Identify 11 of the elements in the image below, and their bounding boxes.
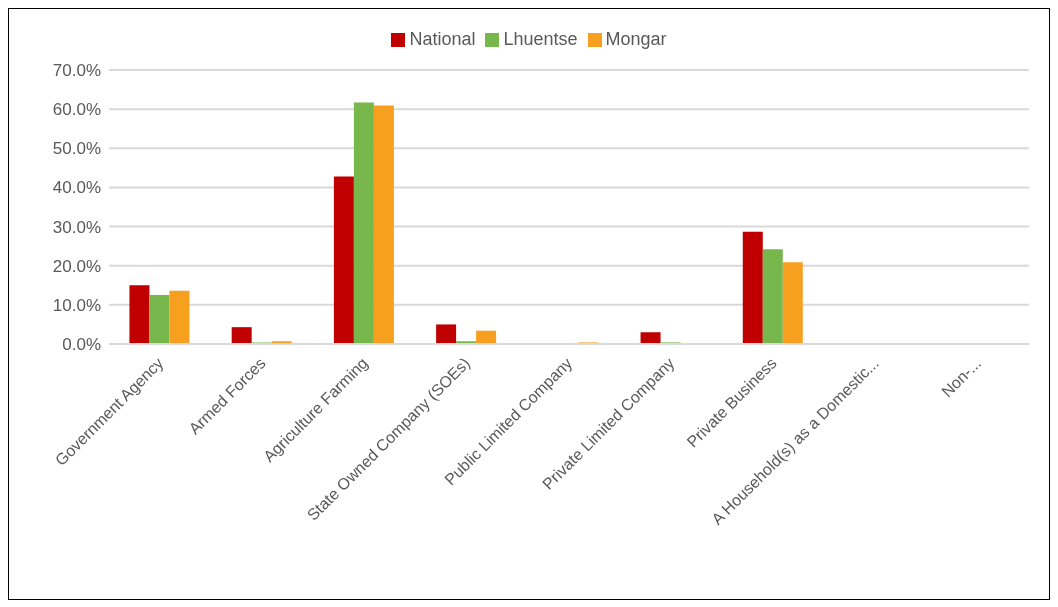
legend-label: Lhuentse — [503, 29, 578, 49]
y-tick-label: 60.0% — [52, 100, 101, 120]
y-tick-label: 30.0% — [52, 217, 101, 237]
y-tick-label: 40.0% — [52, 178, 101, 198]
y-tick-label: 70.0% — [52, 61, 101, 81]
legend-label: Mongar — [605, 29, 667, 49]
y-tick-label: 50.0% — [52, 139, 101, 159]
legend-label: National — [409, 29, 476, 49]
y-tick-label: 20.0% — [52, 256, 101, 276]
y-tick-label: 0.0% — [62, 335, 101, 355]
y-tick-label: 10.0% — [52, 295, 101, 315]
